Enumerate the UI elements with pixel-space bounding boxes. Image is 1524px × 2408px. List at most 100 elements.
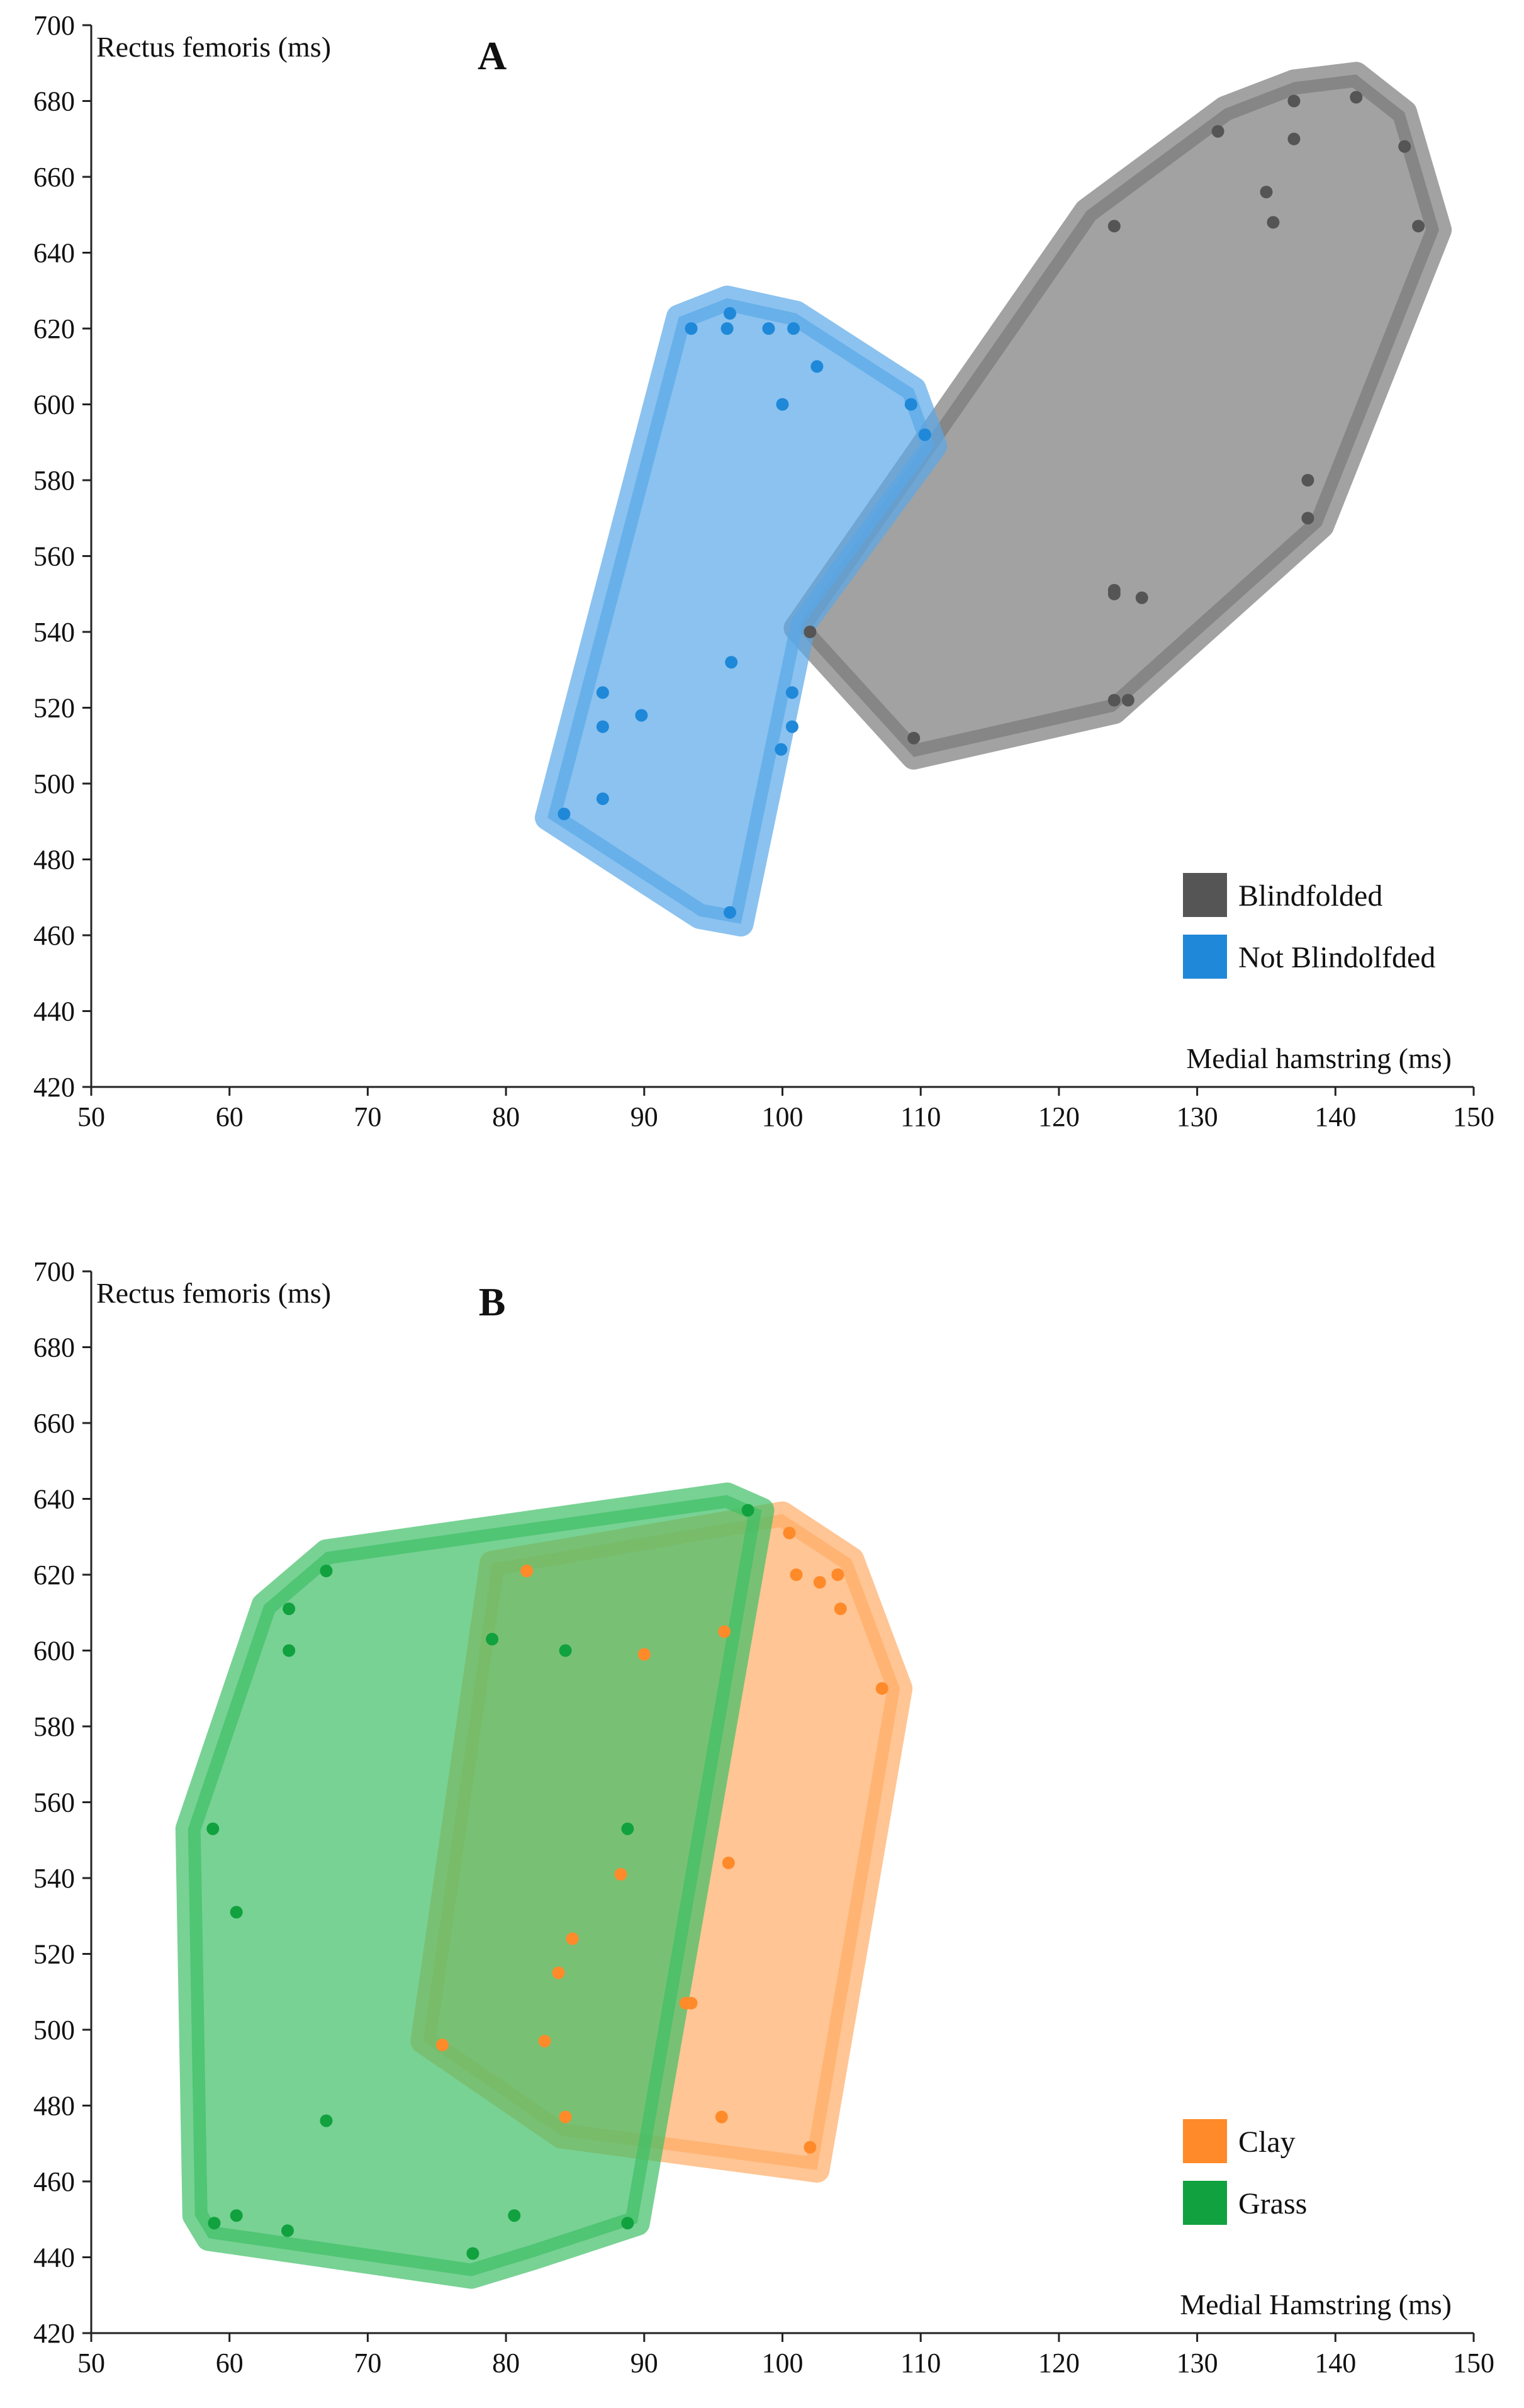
y-tick-label: 460 <box>33 2166 75 2197</box>
data-point-not-blindolfded <box>596 686 609 699</box>
data-point-blindfolded <box>1350 91 1363 104</box>
y-tick-label: 700 <box>33 10 75 41</box>
x-tick-label: 60 <box>216 1101 244 1132</box>
y-tick-label: 580 <box>33 465 75 496</box>
y-tick-label: 440 <box>33 2242 75 2273</box>
panel-label: B <box>479 1280 506 1324</box>
y-tick-label: 420 <box>33 1072 75 1103</box>
legend-label-not-blindfolded: Not Blindolfded <box>1238 941 1435 974</box>
data-point-grass <box>320 2114 333 2127</box>
legend-label-clay: Clay <box>1238 2125 1296 2159</box>
y-tick-label: 420 <box>33 2318 75 2349</box>
legend-swatch-blindfolded <box>1183 873 1227 917</box>
data-point-blindfolded <box>1412 220 1425 233</box>
y-tick-label: 620 <box>33 313 75 344</box>
data-point-grass <box>508 2209 521 2222</box>
data-point-clay <box>834 1602 847 1616</box>
panel-a: 50 60 70 80 90 100 110 120 130 140 150 420 440 460 480… <box>33 10 1494 1132</box>
data-point-not-blindolfded <box>596 792 609 806</box>
data-point-clay <box>790 1568 803 1581</box>
legend-swatch-not-blindfolded <box>1183 935 1227 979</box>
data-point-not-blindolfded <box>724 307 736 320</box>
y-tick-label: 640 <box>33 1484 75 1515</box>
data-point-clay <box>831 1568 844 1581</box>
data-point-blindfolded <box>804 626 817 638</box>
x-tick-label: 110 <box>900 1101 941 1132</box>
y-tick-label: 500 <box>33 768 75 799</box>
data-point-blindfolded <box>1121 694 1135 707</box>
legend-swatch-grass <box>1183 2181 1227 2225</box>
x-tick-label: 50 <box>77 1101 105 1132</box>
data-point-grass <box>230 1906 243 1919</box>
x-tick-label: 90 <box>630 1101 658 1132</box>
data-point-clay <box>566 1932 579 1945</box>
data-point-clay <box>614 1868 627 1881</box>
data-point-grass <box>230 2209 243 2222</box>
data-point-blindfolded <box>1107 587 1121 600</box>
data-point-not-blindolfded <box>918 428 931 441</box>
x-tick-label: 120 <box>1038 1101 1080 1132</box>
data-point-grass <box>621 1822 634 1835</box>
y-tick-label: 560 <box>33 541 75 572</box>
data-point-clay <box>637 1648 651 1661</box>
data-point-not-blindolfded <box>635 709 648 722</box>
point-layer <box>206 1504 888 2260</box>
data-point-clay <box>685 1996 698 2010</box>
data-point-grass <box>741 1504 754 1517</box>
y-tick-label: 680 <box>33 86 75 117</box>
data-point-grass <box>283 1644 296 1657</box>
legend: Blindfolded Not Blindolfded <box>1183 873 1435 979</box>
x-tick-label: 110 <box>900 2348 941 2378</box>
x-tick-label: 80 <box>492 1101 520 1132</box>
data-point-not-blindolfded <box>904 398 917 411</box>
x-axis-label: Medial Hamstring (ms) <box>1180 2288 1452 2321</box>
data-point-not-blindolfded <box>557 807 571 821</box>
data-point-clay <box>538 2035 551 2048</box>
data-point-grass <box>283 1602 296 1616</box>
data-point-blindfolded <box>1287 94 1301 108</box>
data-point-grass <box>208 2217 221 2230</box>
data-point-not-blindolfded <box>776 398 789 411</box>
x-tick-label: 140 <box>1314 1101 1356 1132</box>
panel-label: A <box>478 33 507 78</box>
data-point-clay <box>722 1856 735 1869</box>
x-tick-label: 100 <box>762 2348 804 2378</box>
data-point-grass <box>466 2247 479 2260</box>
y-tick-label: 480 <box>33 2091 75 2122</box>
x-axis-label: Medial hamstring (ms) <box>1186 1042 1452 1074</box>
hull-not-blindolfded <box>535 285 948 937</box>
x-tick-label: 120 <box>1038 2348 1080 2378</box>
data-point-grass <box>281 2224 294 2237</box>
data-point-clay <box>436 2039 449 2052</box>
x-tick-label: 140 <box>1314 2348 1356 2378</box>
data-point-blindfolded <box>1107 220 1121 233</box>
y-tick-label: 640 <box>33 238 75 269</box>
y-tick-label: 480 <box>33 845 75 875</box>
y-tick-label: 600 <box>33 1636 75 1667</box>
x-tick-label: 150 <box>1453 1101 1494 1132</box>
legend: Clay Grass <box>1183 2119 1307 2225</box>
data-point-blindfolded <box>1267 216 1280 229</box>
x-tick-label: 150 <box>1453 2348 1494 2378</box>
hull-grass <box>175 1482 775 2289</box>
y-tick-label: 660 <box>33 162 75 193</box>
data-point-clay <box>804 2141 817 2154</box>
data-point-not-blindolfded <box>810 360 824 373</box>
data-point-not-blindolfded <box>785 720 798 733</box>
data-point-not-blindolfded <box>596 720 609 733</box>
point-layer <box>557 91 1425 919</box>
data-point-not-blindolfded <box>724 906 736 919</box>
x-tick-label: 100 <box>762 1101 804 1132</box>
data-point-grass <box>206 1822 220 1835</box>
x-tick-label: 70 <box>354 1101 381 1132</box>
legend-label-grass: Grass <box>1238 2187 1307 2220</box>
data-point-blindfolded <box>1301 512 1314 525</box>
y-tick-label: 680 <box>33 1332 75 1363</box>
y-tick-label: 500 <box>33 2015 75 2045</box>
data-point-clay <box>520 1565 534 1577</box>
y-axis-label: Rectus femoris (ms) <box>96 1277 331 1309</box>
y-tick-label: 560 <box>33 1787 75 1818</box>
x-tick-label: 70 <box>354 2348 381 2378</box>
x-tick-label: 80 <box>492 2348 520 2378</box>
